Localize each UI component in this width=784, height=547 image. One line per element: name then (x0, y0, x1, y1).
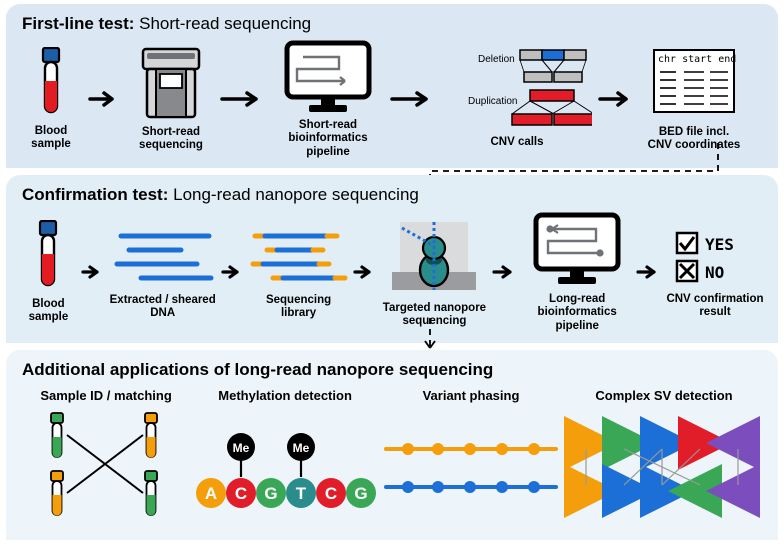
arrow-icon (220, 89, 266, 109)
panel2-title: Confirmation test: Long-read nanopore se… (22, 185, 764, 205)
arrow-icon (81, 262, 105, 282)
svg-text:G: G (354, 484, 367, 503)
arrow-icon (492, 262, 518, 282)
panel2-title-rest: Long-read nanopore sequencing (168, 185, 418, 204)
step-target: Targeted nanopore sequencing (381, 216, 489, 328)
step-dna: Extracted / sheared DNA (109, 224, 217, 320)
label-srs: Short-read sequencing (139, 126, 203, 152)
complex-sv-icon (564, 409, 764, 521)
step-blood-2: Blood sample (20, 220, 77, 324)
no-text: NO (705, 263, 724, 282)
panel3-title: Additional applications of long-read nan… (22, 360, 764, 380)
panel-confirmation: Confirmation test: Long-read nanopore se… (6, 175, 778, 343)
label-cnv: CNV calls (490, 136, 543, 149)
app-sv-title: Complex SV detection (595, 388, 732, 403)
bed-header-text: chr start end (658, 54, 736, 65)
label-dna: Extracted / sheared DNA (110, 294, 216, 320)
panel2-row: Blood sample Extracted / sheared DNA (20, 211, 764, 333)
label-srp: Short-read bioinformatics pipeline (288, 119, 367, 159)
panel1-row: Blood sample Short-read sequencing (20, 40, 764, 158)
svg-text:C: C (235, 484, 247, 503)
svg-text:G: G (264, 484, 277, 503)
step-bed: chr start end BED file incl. CNV coordin… (642, 46, 746, 152)
dna-fragments-icon (111, 224, 215, 290)
nanopore-icon (386, 216, 482, 298)
panel-additional: Additional applications of long-read nan… (6, 350, 778, 540)
panel1-title-rest: Short-read sequencing (134, 14, 311, 33)
svg-text:T: T (296, 484, 307, 503)
step-lrp: Long-read bioinformatics pipeline (522, 211, 632, 333)
panel1-title: First-line test: Short-read sequencing (22, 14, 764, 34)
monitor-icon (281, 39, 375, 115)
methylation-icon: Me Me A C G T C G (193, 409, 377, 521)
svg-text:C: C (325, 484, 337, 503)
arrow-icon (221, 262, 245, 282)
library-icon (249, 224, 349, 290)
step-srs: Short-read sequencing (128, 46, 214, 152)
cnv-calls-icon: Deletion Duplication (442, 48, 592, 132)
blood-tube-icon (35, 47, 67, 121)
phasing-icon (378, 409, 564, 521)
step-blood-1: Blood sample (20, 47, 82, 151)
step-lib: Sequencing library (249, 224, 349, 320)
app-id: Sample ID / matching (20, 386, 192, 521)
arrow-icon (390, 89, 436, 109)
label-bed: BED file incl. CNV coordinates (648, 126, 741, 152)
cnv-del-label: Deletion (478, 54, 515, 65)
app-meth-title: Methylation detection (218, 388, 352, 403)
step-srp: Short-read bioinformatics pipeline (272, 39, 384, 159)
step-conf: YES NO CNV confirmation result (666, 225, 764, 319)
yes-no-icon: YES NO (671, 225, 759, 289)
app-grid: Sample ID / matching (20, 386, 764, 521)
me-label-2: Me (293, 441, 310, 455)
panel3-title-bold: Additional applications of long-read nan… (22, 360, 493, 379)
panel-first-line: First-line test: Short-read sequencing B… (6, 4, 778, 168)
label-lib: Sequencing library (266, 294, 331, 320)
svg-text:A: A (205, 484, 217, 503)
monitor-icon (530, 211, 624, 289)
arrow-icon (88, 89, 122, 109)
app-phasing: Variant phasing (378, 386, 564, 521)
arrow-icon (353, 262, 377, 282)
arrow-icon (636, 262, 662, 282)
app-phasing-title: Variant phasing (423, 388, 520, 403)
app-meth: Methylation detection Me Me A C G T (192, 386, 378, 521)
arrow-icon (598, 89, 636, 109)
app-sv: Complex SV detection (564, 386, 764, 521)
sample-id-icon (31, 409, 181, 521)
label-blood-2: Blood sample (29, 298, 69, 324)
bed-file-icon: chr start end (648, 46, 740, 122)
label-blood-1: Blood sample (31, 125, 71, 151)
step-cnv: Deletion Duplication (442, 48, 592, 149)
app-id-title: Sample ID / matching (40, 388, 171, 403)
me-label-1: Me (233, 441, 250, 455)
cnv-dup-label: Duplication (468, 96, 517, 107)
yes-text: YES (705, 235, 734, 254)
label-conf: CNV confirmation result (666, 293, 763, 319)
sequencer-icon (136, 46, 206, 122)
panel1-title-bold: First-line test: (22, 14, 134, 33)
blood-tube-icon (32, 220, 64, 294)
panel2-title-bold: Confirmation test: (22, 185, 168, 204)
label-target: Targeted nanopore sequencing (383, 302, 486, 328)
label-lrp: Long-read bioinformatics pipeline (538, 293, 617, 333)
